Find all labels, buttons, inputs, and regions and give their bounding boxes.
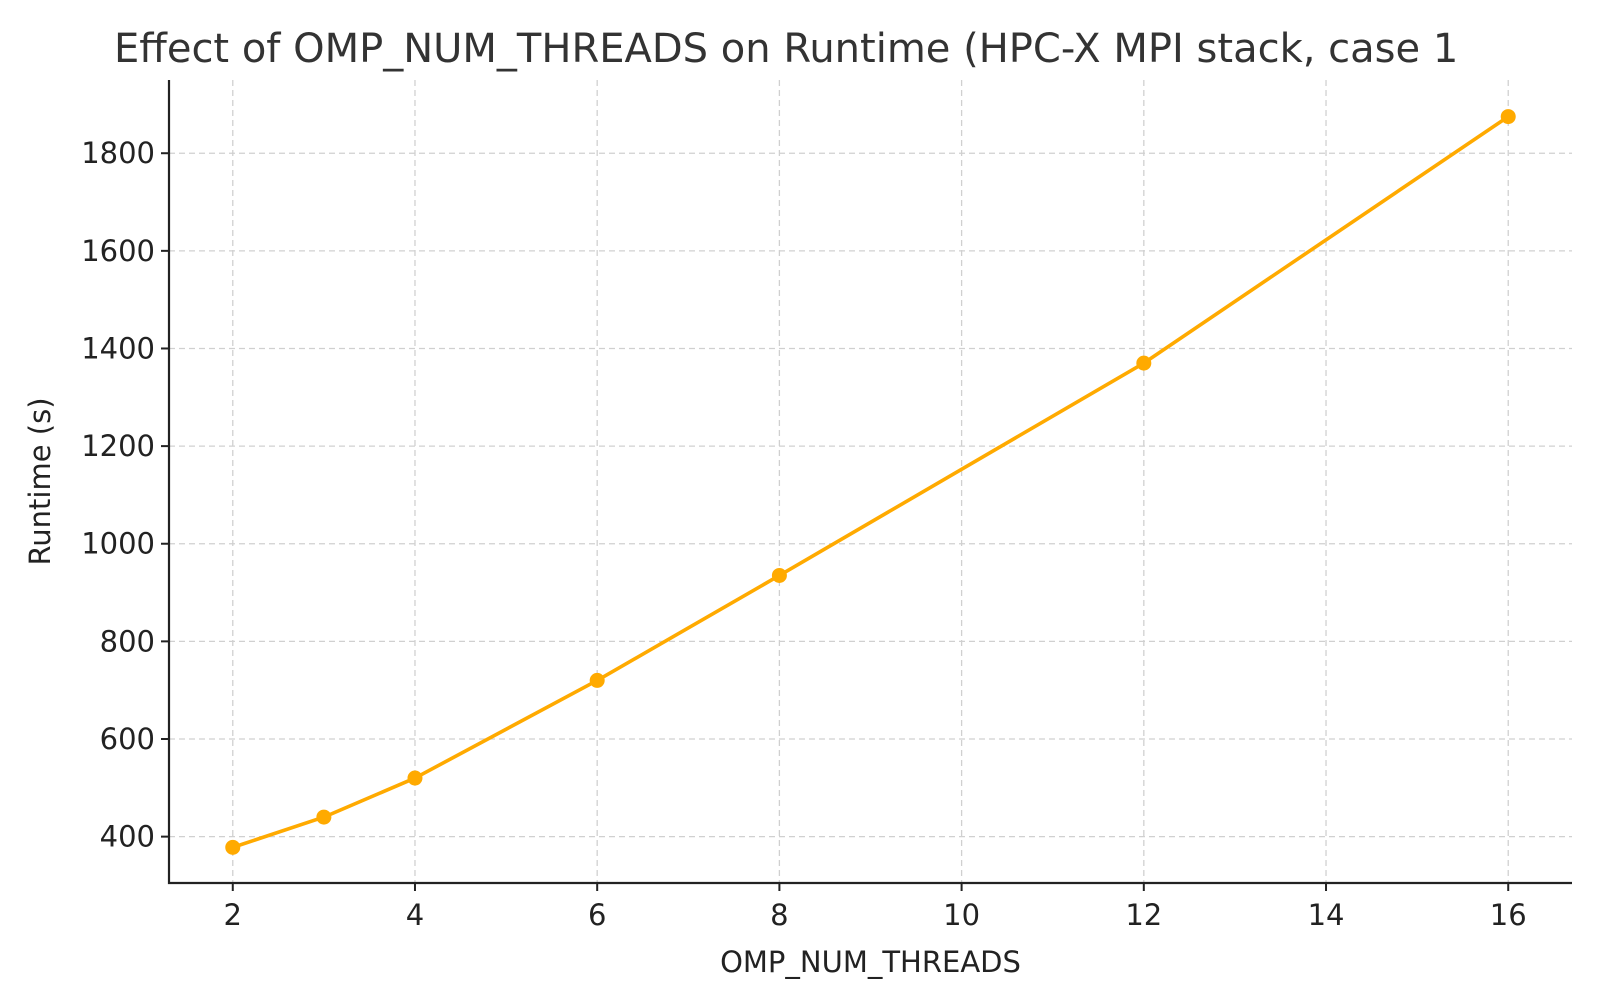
data-point-marker (1500, 109, 1516, 125)
x-tick-label: 8 (770, 898, 788, 932)
data-point-marker (589, 672, 605, 688)
x-tick-label: 2 (224, 898, 242, 932)
data-point-marker (1136, 355, 1152, 371)
ticks: 2 4 6 8 10 12 14 16 400 600 800 1000 1200 1400 1600 180… (81, 136, 1526, 932)
axes-spines (167, 80, 1572, 885)
series-layer (225, 109, 1516, 855)
y-tick-label: 400 (100, 820, 155, 854)
x-tick-label: 10 (943, 898, 980, 932)
y-tick-label: 600 (100, 722, 155, 756)
series-line (230, 114, 1511, 850)
chart-title: Effect of OMP_NUM_THREADS on Runtime (HP… (114, 26, 1458, 72)
data-point-marker (316, 809, 332, 825)
x-tick-label: 4 (406, 898, 424, 932)
y-tick-label: 1600 (81, 234, 155, 268)
x-tick-label: 12 (1125, 898, 1162, 932)
x-tick-label: 16 (1490, 898, 1527, 932)
x-tick-label: 6 (588, 898, 606, 932)
y-tick-label: 800 (100, 624, 155, 658)
x-axis-label: OMP_NUM_THREADS (720, 945, 1021, 979)
data-point-marker (771, 567, 787, 583)
y-tick-label: 1800 (81, 136, 155, 170)
y-tick-label: 1000 (81, 527, 155, 561)
y-axis-label: Runtime (s) (23, 397, 57, 565)
y-tick-label: 1200 (81, 429, 155, 463)
y-tick-label: 1400 (81, 331, 155, 365)
data-point-marker (407, 770, 423, 786)
data-point-marker (225, 839, 241, 855)
x-tick-label: 14 (1308, 898, 1345, 932)
grid (169, 80, 1572, 883)
